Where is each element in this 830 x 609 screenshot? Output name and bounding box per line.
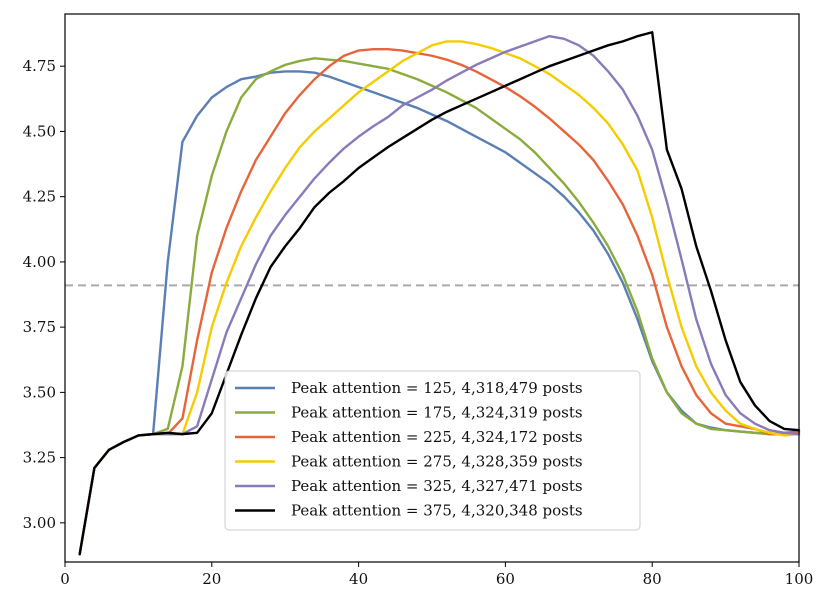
y-tick-label: 4.75 <box>23 57 56 75</box>
legend: Peak attention = 125, 4,318,479 posts Pea… <box>224 370 641 531</box>
series-line-5 <box>78 34 801 556</box>
series-layer <box>78 31 801 556</box>
y-tick-label: 4.25 <box>23 188 56 206</box>
legend-label-5: Peak attention = 325, 4,327,471 posts <box>291 477 583 495</box>
y-tick-label: 4.50 <box>23 122 56 140</box>
legend-label-3: Peak attention = 225, 4,324,172 posts <box>291 428 583 446</box>
x-tick-label: 20 <box>202 570 221 588</box>
y-tick-label: 3.75 <box>23 318 56 336</box>
x-tick-label: 60 <box>496 570 515 588</box>
axes-layer: 0 20 40 60 80 100 3.00 3.25 3.50 3.75 4.00 4.25 4.50… <box>23 13 814 588</box>
legend-box <box>224 370 641 531</box>
y-tick-label: 4.00 <box>23 253 56 271</box>
x-tick-label: 100 <box>785 570 814 588</box>
y-tick-label: 3.00 <box>23 514 56 532</box>
x-tick-label: 80 <box>643 570 662 588</box>
plot-frame <box>64 13 800 563</box>
y-tick-label: 3.50 <box>23 383 56 401</box>
series-line-3 <box>78 48 801 556</box>
series-line-4 <box>78 40 801 556</box>
series-line-1 <box>78 70 801 556</box>
y-tick-label: 3.25 <box>23 449 56 467</box>
legend-label-1: Peak attention = 125, 4,318,479 posts <box>291 379 583 397</box>
x-tick-label: 40 <box>349 570 368 588</box>
legend-label-2: Peak attention = 175, 4,324,319 posts <box>291 404 583 422</box>
legend-label-4: Peak attention = 275, 4,328,359 posts <box>291 453 583 471</box>
series-line-6 <box>78 31 801 556</box>
x-tick-label: 0 <box>60 570 70 588</box>
legend-label-6: Peak attention = 375, 4,320,348 posts <box>291 502 583 520</box>
series-line-2 <box>78 57 801 556</box>
